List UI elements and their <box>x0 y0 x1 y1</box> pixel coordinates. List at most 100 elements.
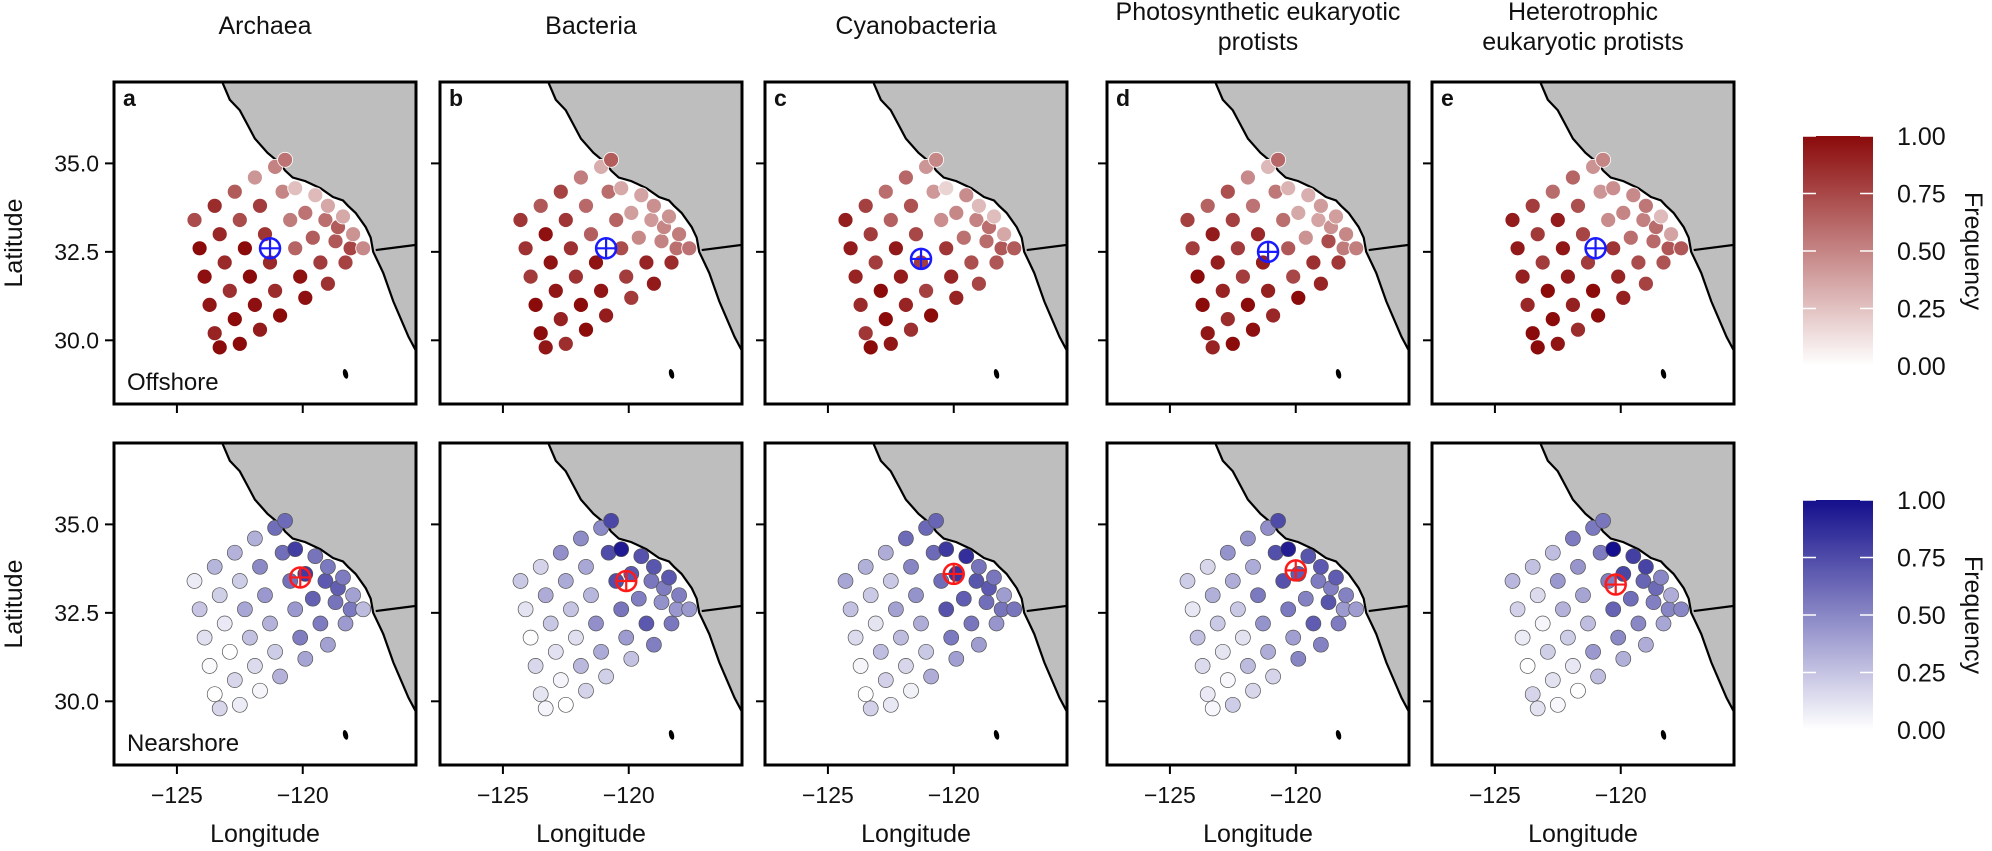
station-point <box>537 700 554 717</box>
border-line <box>701 243 742 252</box>
station-point <box>277 512 293 529</box>
land-group <box>547 82 742 379</box>
station-point <box>1555 601 1571 618</box>
station-point <box>1338 226 1354 243</box>
station-point <box>955 590 972 607</box>
station-point <box>1224 573 1241 589</box>
station-point <box>986 208 1002 225</box>
island <box>1660 730 1667 740</box>
station-point <box>532 558 549 575</box>
station-point <box>1240 530 1256 547</box>
land-group <box>872 82 1067 379</box>
station-point <box>1199 558 1216 575</box>
station-point <box>1280 601 1297 618</box>
station-point <box>568 629 584 646</box>
panel-frame <box>438 441 744 767</box>
station-point <box>267 643 283 660</box>
station-point <box>542 615 559 632</box>
station-point <box>552 311 569 328</box>
x-tick-label: −120 <box>1270 782 1322 808</box>
station-point <box>933 212 950 228</box>
station-point <box>527 296 544 313</box>
station-point <box>588 254 604 271</box>
island <box>1335 369 1342 379</box>
station-point <box>1280 240 1297 257</box>
station-point <box>557 696 574 713</box>
station-point <box>938 180 955 197</box>
station-point <box>1219 183 1236 200</box>
panel-e-offshore: e <box>1423 80 1736 413</box>
x-tick-label: −125 <box>1469 782 1521 808</box>
station-point <box>1260 282 1276 299</box>
station-point <box>345 226 362 243</box>
station-point <box>1625 187 1642 204</box>
x-tick-label: −120 <box>928 782 980 808</box>
station-point <box>191 240 208 257</box>
station-point <box>547 643 564 660</box>
station-point <box>877 183 894 200</box>
legend-tick-label: 1.00 <box>1897 487 1946 515</box>
station-point <box>1565 296 1581 313</box>
station-point <box>242 629 258 646</box>
station-point <box>557 212 574 228</box>
coastline <box>1539 82 1734 352</box>
y-axis-label: Latitude <box>0 199 28 288</box>
land-group <box>221 443 416 740</box>
station-point <box>292 629 309 646</box>
border-line <box>375 604 416 613</box>
station-point <box>1280 180 1297 197</box>
coastline <box>547 82 742 352</box>
station-point <box>1549 573 1566 589</box>
station-point <box>1260 643 1276 660</box>
station-point <box>986 569 1002 586</box>
station-point <box>1539 282 1556 299</box>
station-point <box>517 240 534 257</box>
station-point <box>307 187 324 204</box>
land-area <box>1215 443 1409 712</box>
station-point <box>1240 169 1256 186</box>
station-point <box>231 335 248 352</box>
station-point <box>608 212 625 228</box>
station-point <box>613 180 630 197</box>
station-point <box>928 512 944 529</box>
station-point <box>958 187 975 204</box>
station-point <box>206 686 223 703</box>
station-point <box>893 268 909 285</box>
station-point <box>1524 325 1541 342</box>
panel-frame <box>438 80 744 406</box>
row-label-offshore: Offshore <box>127 369 219 396</box>
centroid-marker <box>1584 237 1607 260</box>
station-point <box>1539 643 1556 660</box>
station-point <box>1265 668 1281 685</box>
station-point <box>1320 233 1337 250</box>
station-point <box>1280 541 1297 558</box>
station-point <box>1605 541 1622 558</box>
coastline <box>221 82 416 352</box>
station-point <box>1230 240 1246 257</box>
station-point <box>681 240 698 257</box>
station-point <box>1235 629 1251 646</box>
legend-tick-label: 1.00 <box>1897 123 1946 151</box>
station-point <box>578 197 594 214</box>
station-point <box>1529 587 1546 604</box>
station-point <box>877 672 894 688</box>
station-point <box>1509 601 1526 618</box>
station-point <box>1630 615 1647 632</box>
station-point <box>1610 629 1627 646</box>
station-point <box>903 558 919 575</box>
station-point <box>231 696 248 713</box>
island <box>342 730 349 740</box>
station-point <box>1219 311 1236 328</box>
border-line <box>375 243 416 252</box>
station-point <box>287 601 304 618</box>
station-point <box>1209 254 1226 271</box>
station-point <box>241 268 258 285</box>
station-point <box>1638 558 1654 575</box>
station-point <box>1265 307 1281 324</box>
station-point <box>1305 254 1322 271</box>
panel-c-offshore: c <box>756 80 1069 413</box>
station-point <box>971 636 987 653</box>
land-area <box>873 82 1067 351</box>
station-point <box>1529 700 1546 717</box>
station-point <box>568 268 584 285</box>
